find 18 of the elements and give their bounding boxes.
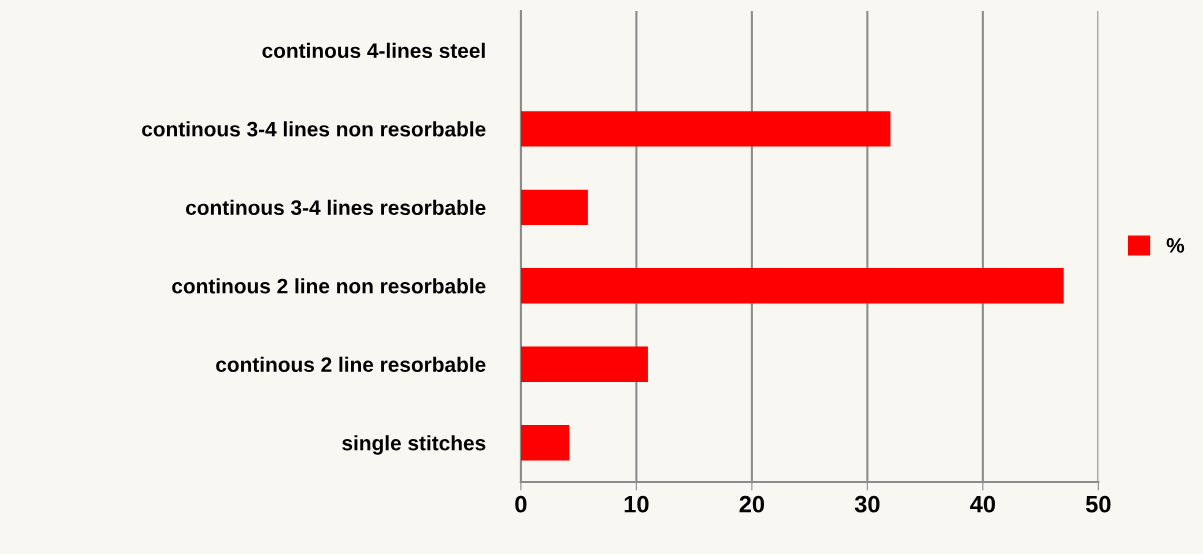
y-tick-label: continous 2 line resorbable (216, 356, 486, 373)
legend-label: % (1166, 238, 1185, 253)
x-tick-label: 10 (624, 495, 649, 513)
x-tick-label: 20 (739, 495, 765, 513)
y-tick-label: continous 4-lines steel (262, 42, 485, 59)
bar (520, 268, 1064, 304)
bar (520, 425, 570, 461)
bar (520, 111, 891, 147)
bar (520, 189, 588, 225)
y-tick-label: continous 3-4 lines resorbable (186, 199, 486, 216)
bar (520, 346, 648, 382)
x-tick-label: 40 (970, 495, 996, 513)
y-tick-label: continous 2 line non resorbable (172, 278, 486, 294)
y-tick-label: continous 3-4 lines non resorbable (142, 121, 486, 137)
x-tick-label: 0 (515, 495, 527, 513)
x-tick-label: 30 (854, 495, 880, 513)
y-tick-label: single stitches (342, 435, 486, 455)
x-tick-label: 50 (1085, 495, 1111, 513)
